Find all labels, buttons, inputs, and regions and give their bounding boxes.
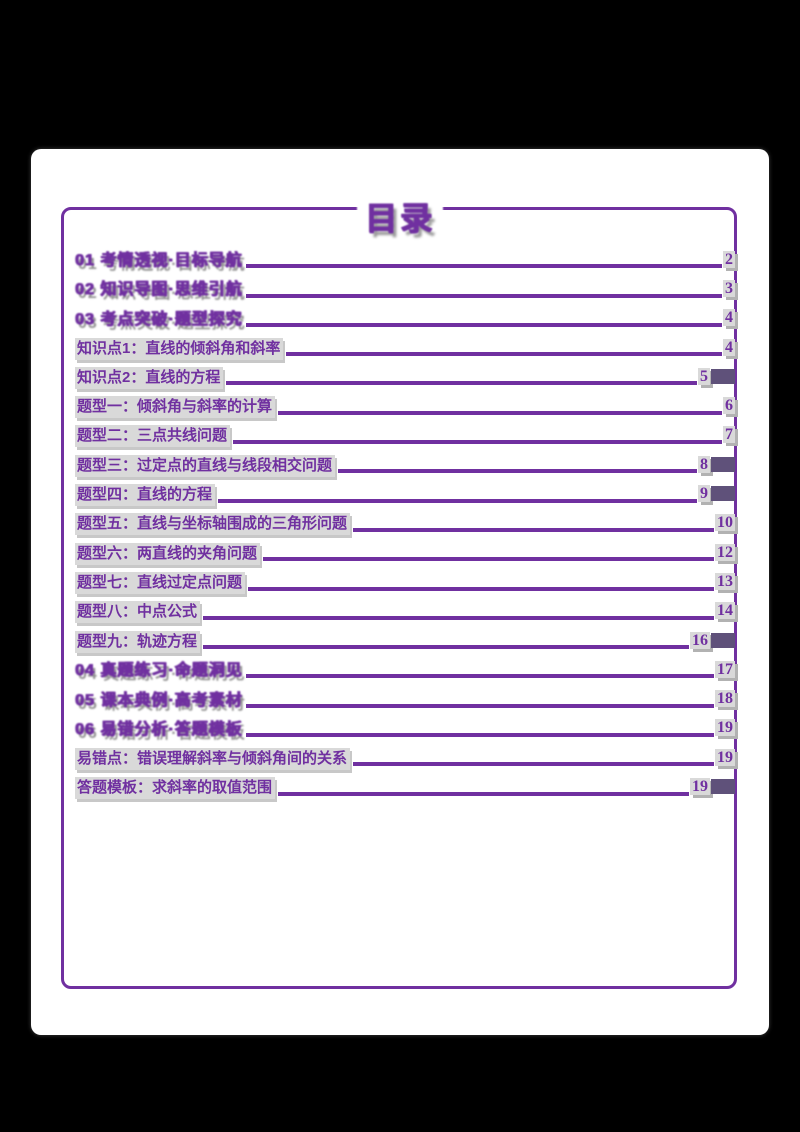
toc-page-number: 8 — [698, 455, 710, 473]
toc-page-number: 14 — [715, 602, 735, 620]
leader-line — [245, 703, 714, 708]
toc-entry[interactable]: 知识点1：直线的倾斜角和斜率 4 — [75, 334, 735, 363]
toc-entry[interactable]: 知识点2：直线的方程 5 — [75, 363, 735, 392]
toc-entry-label: 06 易错分析·答题模板 — [75, 720, 243, 738]
toc-entry[interactable]: 题型六：两直线的夹角问题 12 — [75, 539, 735, 568]
leader-line — [233, 440, 722, 445]
toc-page-number: 19 — [715, 748, 735, 766]
toc-entry[interactable]: 04 真题练习·命题洞见 17 — [75, 656, 735, 685]
toc-entry-label: 题型九：轨迹方程 — [75, 630, 201, 653]
toc-entry[interactable]: 01 考情透视·目标导航 2 — [75, 246, 735, 275]
toc-entry-label: 02 知识导图·思维引航 — [75, 281, 243, 299]
toc-list: 01 考情透视·目标导航 2 02 知识导图·思维引航 3 03 考点突破·题型… — [75, 246, 735, 803]
toc-page-number: 16 — [690, 631, 710, 649]
leader-line — [218, 498, 697, 503]
toc-entry-label: 01 考情透视·目标导航 — [75, 252, 243, 270]
leader-line — [278, 791, 689, 796]
leader-line — [203, 645, 689, 650]
leader-line — [353, 762, 714, 767]
toc-page-number: 9 — [698, 485, 710, 503]
toc-entry-label: 题型二：三点共线问题 — [75, 425, 231, 448]
toc-page-number: 7 — [723, 426, 735, 444]
toc-entry[interactable]: 题型二：三点共线问题 7 — [75, 422, 735, 451]
leader-line — [226, 381, 697, 386]
toc-page-number: 13 — [715, 572, 735, 590]
toc-page-number: 6 — [723, 397, 735, 415]
toc-entry-label: 答题模板：求斜率的取值范围 — [75, 776, 276, 799]
page-title: 目录 — [356, 193, 444, 239]
toc-entry-label: 知识点1：直线的倾斜角和斜率 — [75, 337, 284, 360]
toc-page-number: 19 — [715, 719, 735, 737]
toc-entry[interactable]: 题型三：过定点的直线与线段相交问题 8 — [75, 451, 735, 480]
toc-entry-label: 题型八：中点公式 — [75, 601, 201, 624]
toc-entry-label: 题型七：直线过定点问题 — [75, 571, 246, 594]
toc-page-number: 18 — [715, 690, 735, 708]
highlight-block — [711, 486, 735, 502]
toc-page-number: 5 — [698, 367, 710, 385]
leader-line — [338, 469, 697, 474]
toc-entry-label: 题型五：直线与坐标轴围成的三角形问题 — [75, 513, 351, 536]
toc-entry[interactable]: 03 考点突破·题型探究 4 — [75, 305, 735, 334]
toc-entry[interactable]: 05 课本典例·高考素材 18 — [75, 685, 735, 714]
leader-line — [245, 293, 722, 298]
toc-page-number: 2 — [723, 250, 735, 268]
leader-line — [245, 264, 722, 269]
toc-entry[interactable]: 题型四：直线的方程 9 — [75, 480, 735, 509]
toc-page-number: 17 — [715, 660, 735, 678]
toc-entry-label: 题型六：两直线的夹角问题 — [75, 542, 261, 565]
toc-entry[interactable]: 题型九：轨迹方程 16 — [75, 627, 735, 656]
toc-page-number: 4 — [723, 338, 735, 356]
toc-entry[interactable]: 易错点：错误理解斜率与倾斜角间的关系 19 — [75, 744, 735, 773]
toc-entry-label: 易错点：错误理解斜率与倾斜角间的关系 — [75, 747, 351, 770]
toc-entry-label: 题型三：过定点的直线与线段相交问题 — [75, 454, 336, 477]
toc-entry-label: 知识点2：直线的方程 — [75, 366, 224, 389]
leader-line — [263, 557, 714, 562]
toc-entry-label: 题型一：倾斜角与斜率的计算 — [75, 396, 276, 419]
toc-page-number: 10 — [715, 514, 735, 532]
leader-line — [203, 615, 714, 620]
toc-entry-label: 05 课本典例·高考素材 — [75, 691, 243, 709]
leader-line — [245, 674, 714, 679]
toc-page-number: 3 — [723, 279, 735, 297]
toc-entry[interactable]: 06 易错分析·答题模板 19 — [75, 715, 735, 744]
leader-line — [245, 733, 714, 738]
document-page: 目录 01 考情透视·目标导航 2 02 知识导图·思维引航 3 03 考点突破… — [31, 149, 769, 1035]
leader-line — [353, 527, 714, 532]
toc-entry-label: 03 考点突破·题型探究 — [75, 310, 243, 328]
toc-page-number: 4 — [723, 309, 735, 327]
toc-entry[interactable]: 题型八：中点公式 14 — [75, 598, 735, 627]
leader-line — [245, 322, 722, 327]
toc-page-number: 12 — [715, 543, 735, 561]
leader-line — [248, 586, 714, 591]
highlight-block — [711, 632, 735, 648]
toc-entry-label: 04 真题练习·命题洞见 — [75, 662, 243, 680]
toc-entry[interactable]: 题型七：直线过定点问题 13 — [75, 568, 735, 597]
highlight-block — [711, 368, 735, 384]
toc-entry[interactable]: 题型五：直线与坐标轴围成的三角形问题 10 — [75, 510, 735, 539]
highlight-block — [711, 778, 735, 794]
leader-line — [278, 410, 722, 415]
toc-entry[interactable]: 答题模板：求斜率的取值范围 19 — [75, 773, 735, 802]
toc-entry-label: 题型四：直线的方程 — [75, 484, 216, 507]
toc-entry[interactable]: 02 知识导图·思维引航 3 — [75, 275, 735, 304]
toc-entry[interactable]: 题型一：倾斜角与斜率的计算 6 — [75, 392, 735, 421]
leader-line — [286, 352, 722, 357]
toc-page-number: 19 — [690, 777, 710, 795]
highlight-block — [711, 456, 735, 472]
